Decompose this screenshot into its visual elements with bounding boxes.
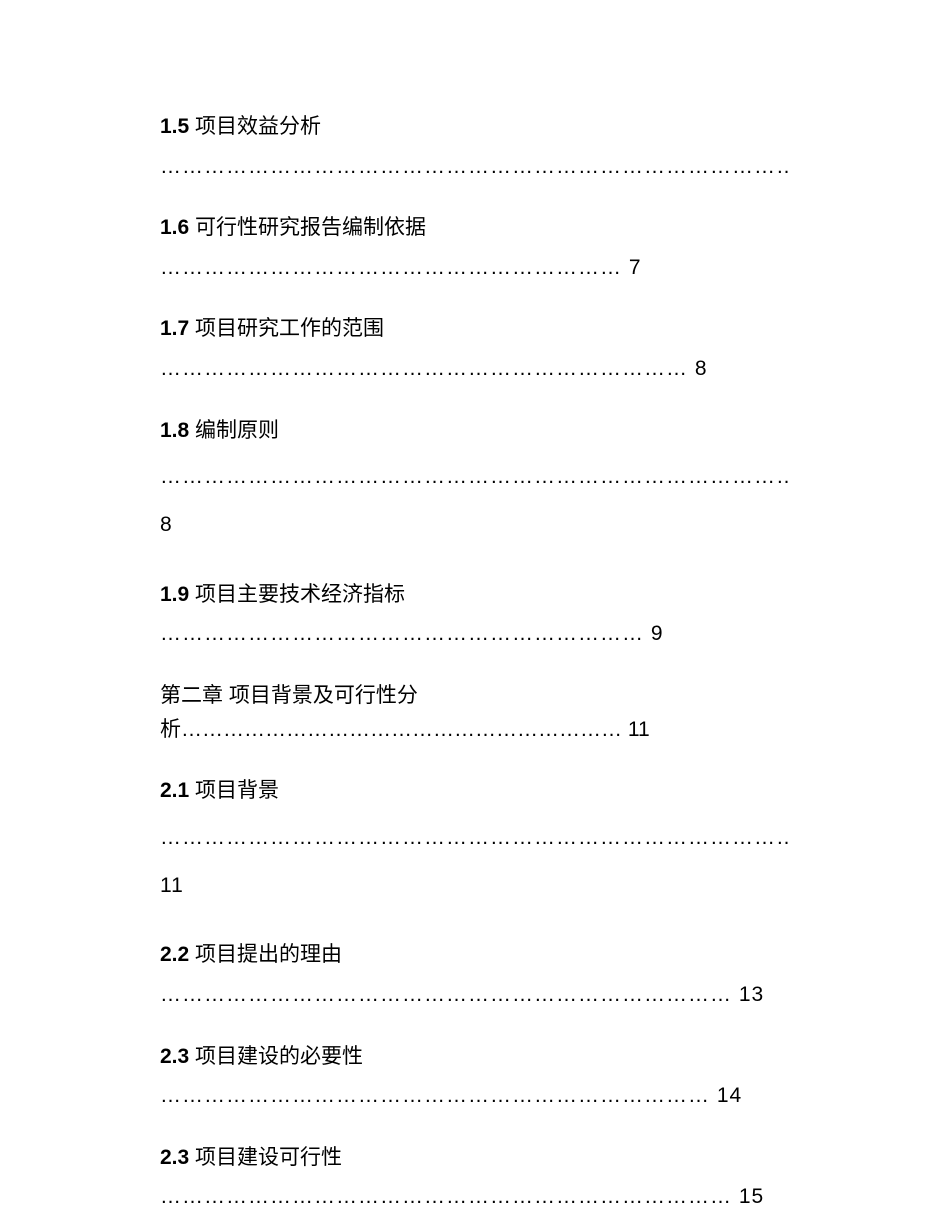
toc-text: 项目研究工作的范围 (195, 317, 384, 340)
toc-leader: ………………………………………………………………… 14 (160, 1079, 790, 1113)
toc-text: 编制原则 (195, 419, 279, 442)
toc-entry-1-5: 1.5 项目效益分析 ……………………………………………………………………………… (160, 110, 790, 183)
toc-entry-2-3b: 2.3 项目建设可行性 …………………………………………………………………… 1… (160, 1141, 790, 1214)
toc-number: 2.3 (160, 1045, 189, 1068)
toc-container: 1.5 项目效益分析 ……………………………………………………………………………… (160, 110, 790, 1214)
toc-title: 1.9 项目主要技术经济指标 (160, 578, 790, 612)
toc-title: 1.7 项目研究工作的范围 (160, 312, 790, 346)
toc-entry-2-3: 2.3 项目建设的必要性 ………………………………………………………………… 1… (160, 1040, 790, 1113)
toc-text: 项目建设的必要性 (195, 1045, 363, 1068)
toc-entry-2-2: 2.2 项目提出的理由 …………………………………………………………………… 1… (160, 938, 790, 1011)
toc-title: 1.6 可行性研究报告编制依据 (160, 211, 790, 245)
toc-text: 项目效益分析 (195, 115, 321, 138)
toc-title: 1.5 项目效益分析 (160, 110, 790, 144)
toc-entry-1-9: 1.9 项目主要技术经济指标 ………………………………………………………… 9 (160, 578, 790, 651)
toc-title: 2.2 项目提出的理由 (160, 938, 790, 972)
toc-text: 可行性研究报告编制依据 (195, 216, 426, 239)
toc-text: 项目背景 (195, 779, 279, 802)
toc-number: 2.3 (160, 1146, 189, 1169)
toc-number: 1.7 (160, 317, 189, 340)
toc-leader: ……………………………………………………………………………………. 8 (160, 453, 790, 550)
toc-number: 1.9 (160, 583, 189, 606)
toc-leader: …………………………………………………………………… 13 (160, 978, 790, 1012)
toc-text: 项目提出的理由 (195, 943, 342, 966)
toc-number: 1.8 (160, 419, 189, 442)
toc-entry-1-7: 1.7 项目研究工作的范围 ……………………………………………………………… 8 (160, 312, 790, 385)
toc-number: 1.6 (160, 216, 189, 239)
toc-text: 项目建设可行性 (195, 1146, 342, 1169)
toc-entry-2-1: 2.1 项目背景 …………………………………………………………………………………… (160, 774, 790, 910)
chapter-line-2: 析……………………………………………………… 11 (160, 713, 790, 747)
toc-title: 2.1 项目背景 (160, 774, 790, 808)
toc-leader: ……………………………………………………………………………… 7 (160, 150, 790, 184)
toc-title: 1.8 编制原则 (160, 414, 790, 448)
toc-number: 1.5 (160, 115, 189, 138)
toc-leader: ……………………………………………………………… 8 (160, 352, 790, 386)
toc-number: 2.1 (160, 779, 189, 802)
toc-title: 2.3 项目建设的必要性 (160, 1040, 790, 1074)
toc-entry-1-6: 1.6 可行性研究报告编制依据 ……………………………………………………… 7 (160, 211, 790, 284)
toc-text: 项目主要技术经济指标 (195, 583, 405, 606)
chapter-line-1: 第二章 项目背景及可行性分 (160, 679, 790, 713)
toc-chapter-2: 第二章 项目背景及可行性分 析……………………………………………………… 11 (160, 679, 790, 746)
toc-leader: …………………………………………………………………… 15 (160, 1180, 790, 1214)
toc-leader: ……………………………………………………… 7 (160, 251, 790, 285)
toc-entry-1-8: 1.8 编制原则 …………………………………………………………………………………… (160, 414, 790, 550)
toc-title: 2.3 项目建设可行性 (160, 1141, 790, 1175)
toc-leader: ………………………………………………………… 9 (160, 617, 790, 651)
toc-leader: …………………………………………………………………………………….. 11 (160, 814, 790, 911)
toc-number: 2.2 (160, 943, 189, 966)
